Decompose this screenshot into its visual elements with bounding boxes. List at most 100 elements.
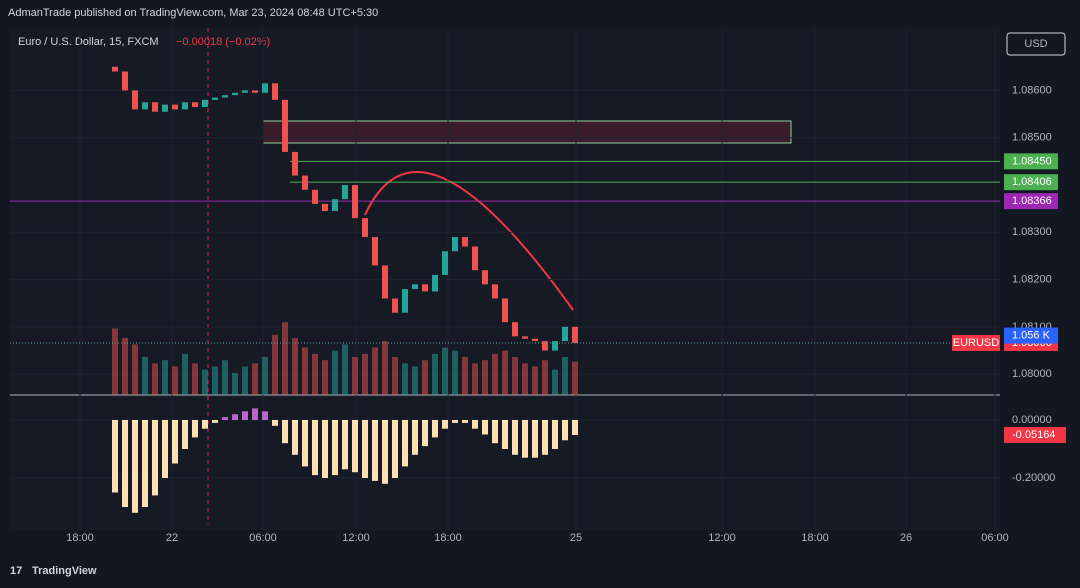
volume-bar xyxy=(522,363,528,395)
osc-tick-label: -0.20000 xyxy=(1012,472,1055,484)
candle-body xyxy=(432,274,438,292)
volume-bar xyxy=(182,353,188,395)
candle-body xyxy=(122,71,128,91)
osc-bar xyxy=(142,419,148,508)
osc-bar xyxy=(172,419,178,464)
osc-bar xyxy=(342,419,348,470)
volume-tag-label: 1.056 K xyxy=(1012,329,1051,341)
volume-bar xyxy=(212,366,218,395)
osc-bar xyxy=(202,419,208,429)
candle-body xyxy=(182,102,188,110)
plot-area xyxy=(10,28,1000,530)
volume-bar xyxy=(412,366,418,395)
osc-bar xyxy=(152,419,158,496)
osc-bar xyxy=(192,419,198,438)
candle-body xyxy=(412,284,418,290)
symbol-tag-label: EURUSD xyxy=(953,337,1000,349)
volume-bar xyxy=(292,338,298,395)
y-tick-label: 1.08300 xyxy=(1012,226,1052,238)
candle-body xyxy=(262,83,268,93)
currency-button[interactable] xyxy=(1006,32,1066,56)
osc-bar xyxy=(162,419,168,479)
osc-bar xyxy=(442,419,448,429)
y-tick-label: 1.08600 xyxy=(1012,84,1052,96)
osc-bar xyxy=(432,419,438,438)
candle-body xyxy=(242,90,248,93)
candle-body xyxy=(402,289,408,313)
candle-body xyxy=(322,203,328,212)
osc-bar xyxy=(552,419,558,449)
osc-bar xyxy=(482,419,488,435)
level-label: 1.08450 xyxy=(1012,155,1052,167)
level-tag xyxy=(1004,174,1058,191)
osc-bar xyxy=(132,419,138,513)
volume-bar xyxy=(472,363,478,395)
osc-bar xyxy=(422,419,428,447)
candle-body xyxy=(292,151,298,176)
osc-bar xyxy=(452,419,458,423)
candle-body xyxy=(332,199,338,212)
volume-bar xyxy=(152,363,158,395)
level-label: 1.08406 xyxy=(1012,176,1052,188)
osc-bar xyxy=(122,419,128,508)
volume-bar xyxy=(432,353,438,395)
candle-body xyxy=(302,175,308,190)
candle-body xyxy=(222,95,228,98)
osc-bar xyxy=(512,419,518,455)
volume-bar xyxy=(462,357,468,395)
candle-body xyxy=(352,185,358,219)
volume-bar xyxy=(192,363,198,395)
osc-bar xyxy=(302,419,308,467)
osc-bar xyxy=(242,411,248,420)
volume-bar xyxy=(562,357,568,395)
candle-body xyxy=(512,322,518,337)
volume-bar xyxy=(262,357,268,395)
candle-body xyxy=(232,92,238,96)
osc-tag xyxy=(1004,426,1066,443)
osc-bar xyxy=(542,419,548,455)
volume-bar xyxy=(512,357,518,395)
footer: TradingView xyxy=(32,565,97,577)
volume-tag xyxy=(1004,327,1058,344)
x-tick-label: 12:00 xyxy=(708,532,736,544)
volume-bar xyxy=(422,360,428,395)
osc-bar xyxy=(492,419,498,444)
zone-box xyxy=(262,120,792,144)
volume-bar xyxy=(352,357,358,395)
candle-body xyxy=(502,298,508,323)
volume-bar xyxy=(392,357,398,395)
volume-bar xyxy=(532,366,538,395)
volume-bar xyxy=(272,334,278,395)
x-tick-label: 22 xyxy=(166,532,178,544)
logo: 17 xyxy=(10,565,22,577)
candle-body xyxy=(532,338,538,342)
osc-bar xyxy=(112,419,118,493)
x-tick-label: 26 xyxy=(900,532,912,544)
level-tag xyxy=(1004,153,1058,170)
osc-bar xyxy=(252,408,258,420)
osc-bar xyxy=(182,419,188,449)
volume-bar xyxy=(142,357,148,395)
candle-body xyxy=(192,102,198,107)
candle-body xyxy=(342,185,348,200)
x-tick-label: 06:00 xyxy=(249,532,277,544)
osc-tag-label: -0.05164 xyxy=(1012,429,1055,441)
candle-body xyxy=(482,270,488,285)
osc-bar xyxy=(412,419,418,455)
osc-bar xyxy=(322,419,328,479)
volume-bar xyxy=(282,322,288,395)
osc-bar xyxy=(332,419,338,476)
curve-drawing xyxy=(364,171,574,311)
candle-body xyxy=(522,336,528,339)
candle-body xyxy=(552,341,558,351)
y-tick-label: 1.08000 xyxy=(1012,368,1052,380)
osc-bar xyxy=(392,419,398,479)
volume-bar xyxy=(232,372,238,395)
level-tag xyxy=(1004,193,1058,210)
candle-body xyxy=(142,102,148,110)
osc-bar xyxy=(312,419,318,476)
volume-bar xyxy=(242,366,248,395)
volume-bar xyxy=(572,361,578,395)
osc-bar xyxy=(212,419,218,423)
